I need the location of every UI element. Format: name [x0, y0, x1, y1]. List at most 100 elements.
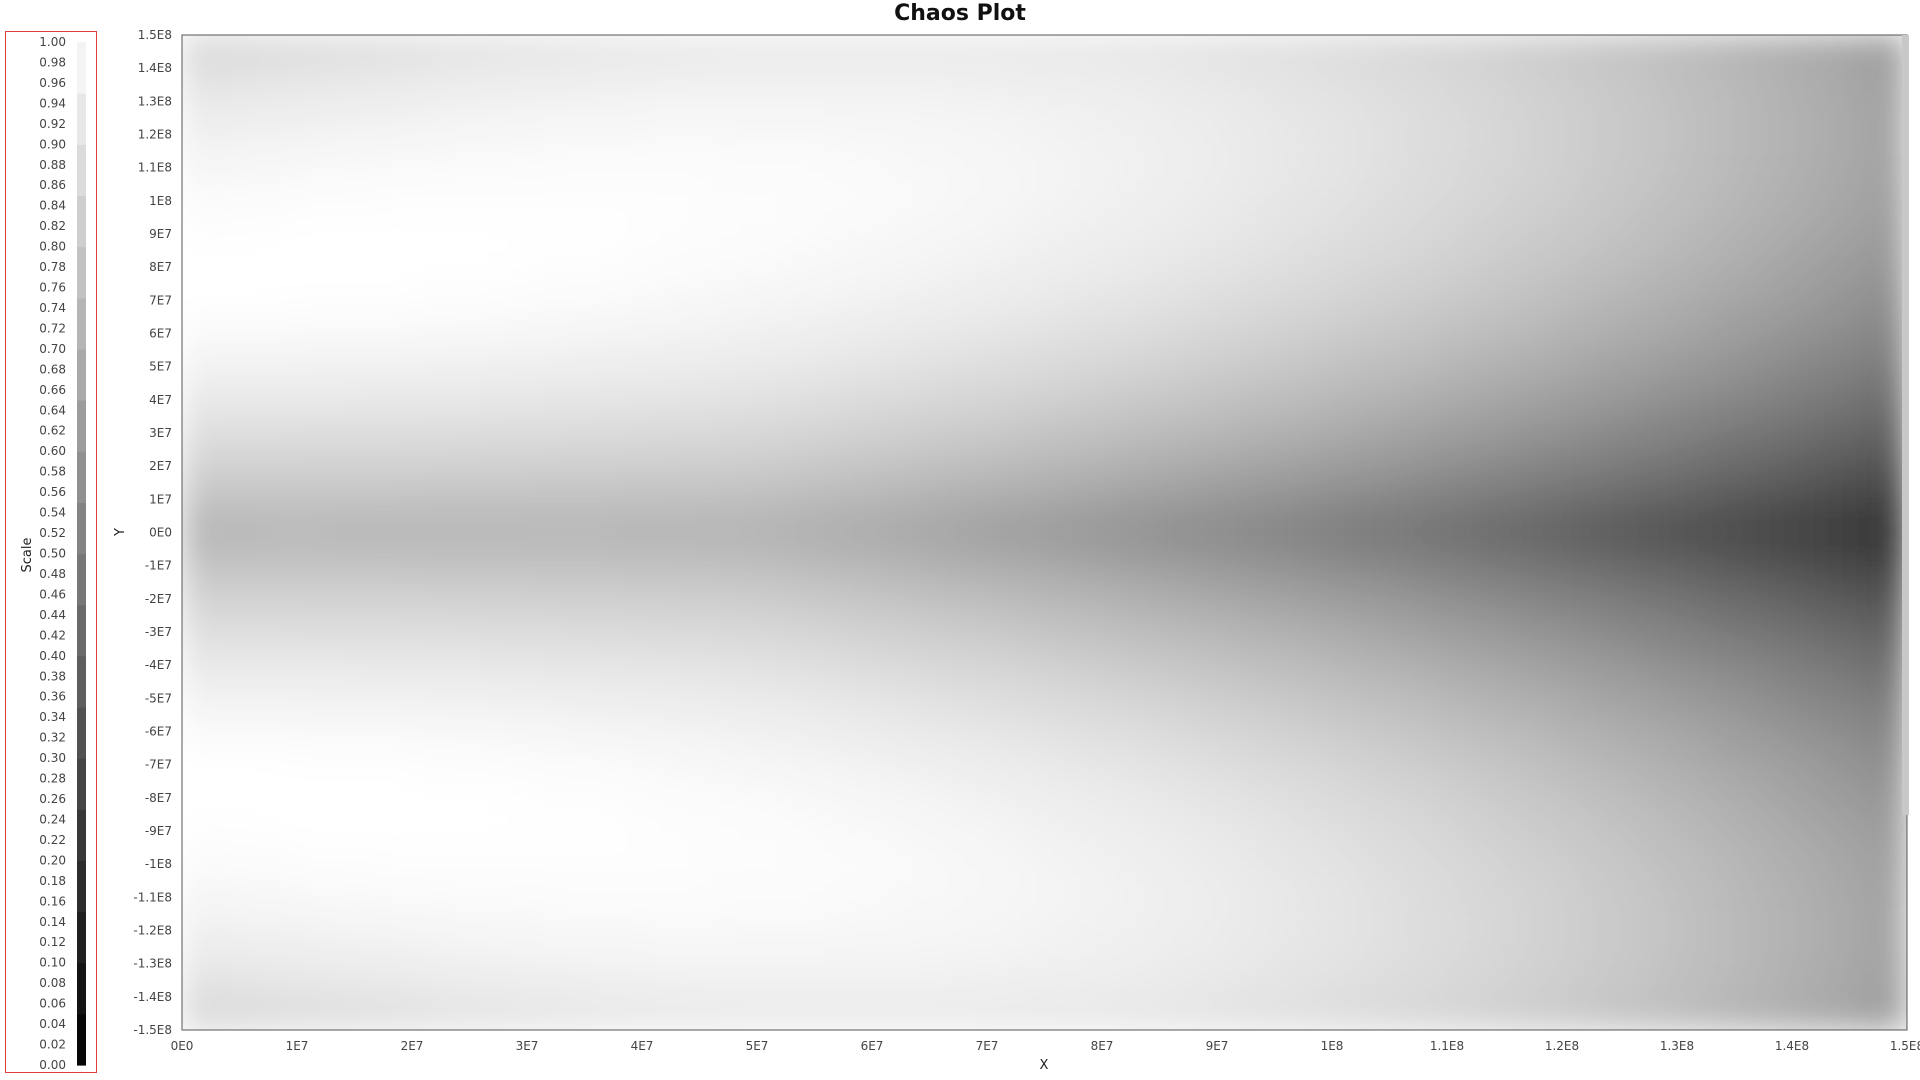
heatmap-cell: [929, 681, 959, 708]
heatmap-cell: [1619, 805, 1649, 832]
heatmap-cell: [670, 731, 700, 757]
heatmap-cell: [497, 880, 528, 907]
heatmap-cell: [1331, 855, 1362, 882]
heatmap-cell: [1734, 656, 1764, 683]
color-scale-step: [77, 655, 86, 708]
heatmap-cell: [555, 532, 585, 558]
heatmap-cell: [1791, 556, 1822, 583]
heatmap-cell: [641, 731, 672, 757]
heatmap-cell: [354, 432, 384, 459]
heatmap-cell: [182, 432, 212, 459]
heatmap-cell: [1389, 954, 1419, 981]
heatmap-cell: [1561, 755, 1592, 782]
heatmap-cell: [1734, 407, 1764, 434]
heatmap-cell: [411, 532, 442, 558]
heatmap-cell: [1791, 84, 1822, 111]
heatmap-cell: [1504, 382, 1534, 409]
heatmap-cell: [1647, 905, 1678, 931]
heatmap-cell: [727, 357, 758, 384]
heatmap-cell: [325, 258, 355, 285]
heatmap-cell: [871, 532, 902, 558]
heatmap-cell: [900, 581, 930, 608]
heatmap-cell: [957, 805, 988, 832]
heatmap-cell: [1647, 84, 1678, 111]
heatmap-cell: [670, 208, 700, 235]
heatmap-cell: [699, 880, 729, 907]
heatmap-cell: [1676, 880, 1707, 907]
heatmap-cell: [756, 631, 787, 658]
heatmap-cell: [210, 830, 240, 857]
heatmap-cell: [814, 930, 844, 956]
heatmap-cell: [1417, 109, 1448, 135]
heatmap-cell: [871, 283, 902, 310]
heatmap-cell: [1446, 109, 1477, 135]
heatmap-cell: [440, 1004, 470, 1030]
heatmap-cell: [1561, 805, 1592, 832]
heatmap-cell: [1187, 830, 1218, 857]
heatmap-cell: [497, 183, 528, 210]
heatmap-cell: [1532, 457, 1563, 484]
heatmap-cell: [1302, 258, 1333, 285]
heatmap-cell: [1015, 755, 1045, 782]
heatmap-cell: [1389, 35, 1419, 61]
heatmap-cell: [182, 109, 212, 135]
heatmap-cell: [641, 954, 672, 981]
heatmap-cell: [1561, 606, 1592, 633]
heatmap-cell: [1044, 482, 1074, 509]
heatmap-cell: [267, 308, 298, 334]
heatmap-cell: [1187, 1004, 1218, 1030]
heatmap-cell: [1044, 830, 1074, 857]
heatmap-cell: [842, 830, 873, 857]
heatmap-cell: [1015, 780, 1045, 807]
heatmap-cell: [1590, 979, 1620, 1006]
heatmap-cell: [1187, 233, 1218, 260]
heatmap-cell: [382, 656, 413, 683]
heatmap-cell: [1159, 308, 1189, 334]
heatmap-cell: [411, 333, 442, 359]
heatmap-cell: [555, 805, 585, 832]
heatmap-cell: [957, 681, 988, 708]
heatmap-cell: [469, 780, 499, 807]
heatmap-cell: [1504, 507, 1534, 533]
heatmap-cell: [957, 84, 988, 111]
heatmap-cell: [1389, 258, 1419, 285]
heatmap-cell: [1647, 731, 1678, 757]
heatmap-cell: [411, 158, 442, 185]
heatmap-cell: [325, 482, 355, 509]
heatmap-cell: [267, 283, 298, 310]
plot-scrollbar[interactable]: [1902, 35, 1909, 815]
heatmap-cell: [641, 532, 672, 558]
heatmap-cell: [756, 183, 787, 210]
heatmap-cell: [929, 382, 959, 409]
heatmap-cell: [239, 979, 269, 1006]
heatmap-cell: [469, 407, 499, 434]
heatmap-cell: [1216, 780, 1247, 807]
heatmap-cell: [1647, 208, 1678, 235]
heatmap-cell: [1791, 755, 1822, 782]
heatmap-cell: [1590, 109, 1620, 135]
color-scale-tick-label: 0.06: [39, 997, 66, 1011]
heatmap-cell: [785, 432, 815, 459]
heatmap-cell: [1216, 233, 1247, 260]
heatmap-cell: [239, 830, 269, 857]
heatmap-cell: [756, 979, 787, 1006]
heatmap-cell: [1130, 681, 1160, 708]
heatmap-cell: [325, 109, 355, 135]
heatmap-cell: [1791, 482, 1822, 509]
heatmap-cell: [267, 84, 298, 111]
heatmap-cell: [727, 780, 758, 807]
heatmap-cell: [670, 954, 700, 981]
heatmap-cell: [1619, 308, 1649, 334]
heatmap-cell: [957, 905, 988, 931]
heatmap-cell: [1475, 333, 1505, 359]
heatmap-cell: [1159, 631, 1189, 658]
heatmap-cell: [1705, 134, 1735, 160]
heatmap-cell: [641, 233, 672, 260]
heatmap-cell: [1647, 755, 1678, 782]
heatmap-cell: [1791, 905, 1822, 931]
heatmap-cell: [1101, 432, 1132, 459]
heatmap-cell: [727, 183, 758, 210]
color-scale-step: [77, 604, 86, 657]
y-tick-label: 1.3E8: [138, 94, 172, 108]
x-tick-label: 6E7: [861, 1039, 884, 1053]
